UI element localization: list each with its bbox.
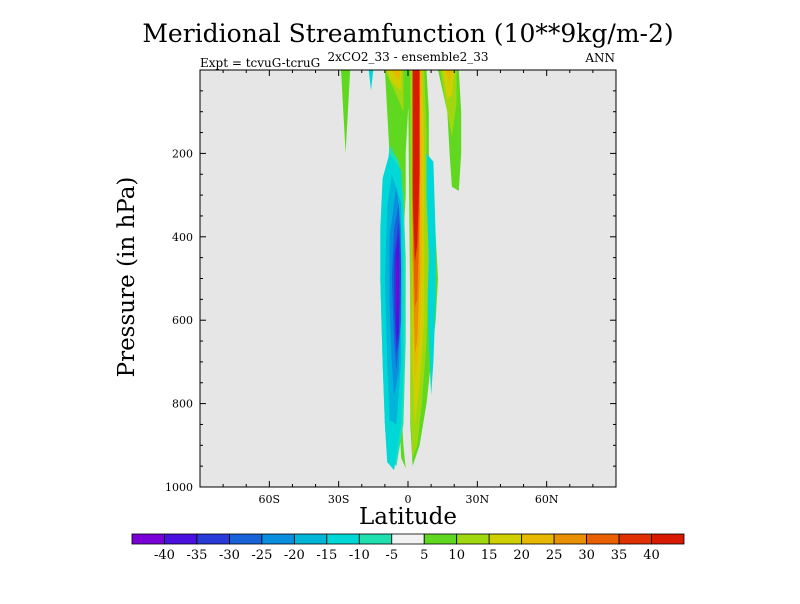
plot-area	[200, 70, 616, 487]
colorbar-label: 5	[420, 548, 428, 563]
colorbar-swatch	[391, 533, 425, 545]
colorbar-label: -30	[219, 548, 240, 563]
colorbar-label: -40	[154, 548, 175, 563]
colorbar-label: 20	[513, 548, 530, 563]
x-tick-label: 0	[405, 493, 412, 506]
colorbar-swatch	[358, 533, 393, 545]
axes: 60S 30S 0 30N 60N 200 400 600 800 1000	[165, 69, 617, 506]
colorbar-swatch	[131, 533, 165, 545]
chart-title: Meridional Streamfunction (10**9kg/m-2)	[142, 19, 673, 48]
colorbar-label: -15	[316, 548, 337, 563]
x-tick-label: 30N	[466, 493, 490, 506]
colorbar-label: -25	[251, 548, 272, 563]
colorbar-swatch	[521, 533, 555, 545]
colorbar-swatch	[293, 533, 328, 545]
y-tick-label: 400	[172, 231, 193, 244]
x-tick-label: 60N	[535, 493, 559, 506]
colorbar-swatch	[164, 533, 198, 545]
contour-region-0	[341, 70, 351, 154]
colorbar-swatch	[456, 533, 490, 545]
colorbar-label: -35	[186, 548, 207, 563]
colorbar-swatch	[586, 533, 620, 545]
contour-region-12	[426, 153, 436, 396]
contour-region-1	[368, 70, 374, 91]
plot-background	[200, 70, 616, 487]
colorbar-label: -10	[349, 548, 370, 563]
contour-region-21	[391, 70, 402, 81]
colorbar: -40 -35 -30 -25 -20 -15 -10 -5 5 10 15 20 25 30 35 40	[131, 533, 685, 563]
colorbar-swatch	[423, 533, 458, 545]
colorbar-swatch	[488, 533, 523, 545]
y-tick-label: 200	[172, 147, 193, 160]
colorbar-label: 25	[546, 548, 563, 563]
colorbar-label: 35	[611, 548, 628, 563]
colorbar-swatch	[229, 533, 263, 545]
colorbar-swatch	[618, 533, 652, 545]
contour-region-25	[445, 70, 452, 83]
colorbar-label: 15	[481, 548, 498, 563]
colorbar-label: -20	[284, 548, 305, 563]
chart-subtitle-center: 2xCO2_33 - ensemble2_33	[327, 50, 488, 64]
colorbar-swatch	[651, 533, 685, 545]
x-tick-label: 60S	[259, 493, 281, 506]
contour-region-18	[412, 70, 420, 262]
chart-subtitle-left: Expt = tcvuG-tcruG	[200, 56, 320, 70]
colorbar-swatch	[196, 533, 230, 545]
colorbar-label: 30	[578, 548, 595, 563]
colorbar-label: 10	[448, 548, 465, 563]
contour-region-24	[442, 70, 455, 100]
x-axis-label: Latitude	[359, 504, 457, 530]
colorbar-swatch	[553, 533, 587, 545]
contour-region-10	[396, 249, 399, 325]
x-tick-label: 30S	[328, 493, 350, 506]
y-tick-label: 600	[172, 314, 193, 327]
y-tick-label: 1000	[165, 481, 193, 494]
colorbar-label: 40	[643, 548, 660, 563]
y-axis-label: Pressure (in hPa)	[114, 177, 140, 378]
colorbar-swatch	[326, 533, 360, 545]
y-tick-label: 800	[172, 398, 193, 411]
colorbar-swatch	[261, 533, 295, 545]
chart-subtitle-right: ANN	[584, 51, 615, 65]
colorbar-label: -5	[385, 548, 398, 563]
